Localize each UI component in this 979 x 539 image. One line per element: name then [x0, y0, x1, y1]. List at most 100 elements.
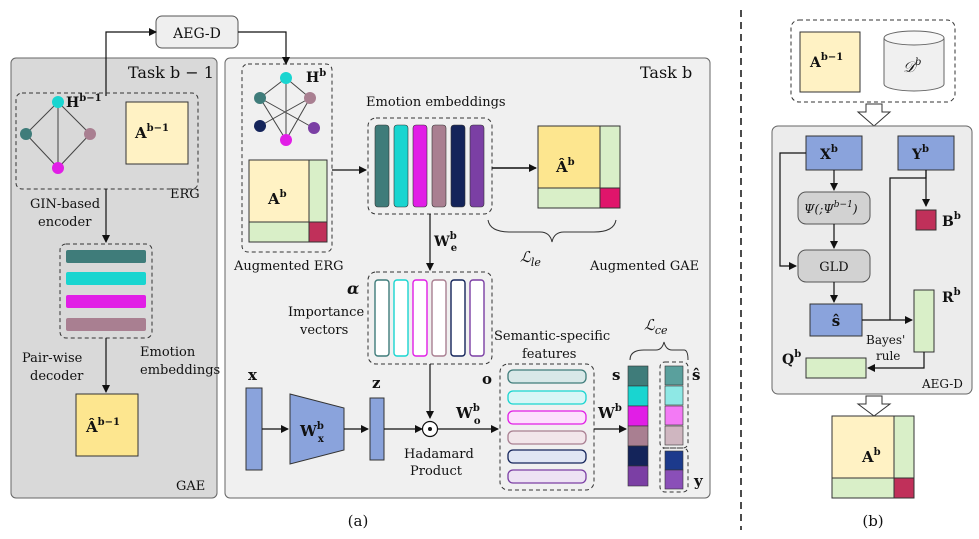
ahat-cur-corner: [599, 187, 621, 209]
a-out-side: [893, 415, 915, 479]
psi-label: Ψ(;Ψb−1): [804, 200, 858, 216]
s-hat-box: [659, 361, 689, 449]
yb-label: Yb: [911, 144, 929, 163]
l-le-label: ℒle: [520, 248, 541, 269]
importance-label-2: vectors: [299, 323, 348, 338]
s-hat-cell-cyan: [664, 385, 684, 406]
s-label: s: [612, 366, 620, 384]
aug-erg-graph: [254, 72, 320, 146]
s-cell-mauve: [627, 425, 649, 447]
alpha-label: α: [347, 279, 359, 298]
aeg-d-label: AEG-D: [921, 377, 963, 391]
dataset-label: 𝒟b: [903, 57, 921, 76]
aug-node-magenta: [280, 134, 292, 146]
emb-prev-bar-teal: [66, 250, 146, 263]
bb-label: Bb: [942, 211, 961, 230]
aug-node-teal: [254, 92, 266, 104]
z-vector: [369, 397, 385, 461]
y-box: [659, 447, 689, 493]
h-cur-label: Hb: [306, 68, 326, 86]
a-prev-matrix: [125, 101, 189, 165]
wb-label: Wb: [597, 403, 622, 422]
s-cell-purple: [627, 465, 649, 487]
gae-label: GAE: [176, 479, 205, 494]
ahat-cur-bottom: [537, 187, 601, 209]
sem-label-1: Semantic-specific: [494, 329, 610, 344]
line-yb-to-rb: [889, 170, 927, 320]
a-cur-label: Ab: [267, 189, 287, 208]
graph-node-cyan: [52, 96, 64, 108]
sem-bar-purple: [507, 469, 587, 484]
task-prev-label: Task b − 1: [128, 63, 214, 82]
emb-prev-bar-magenta: [66, 295, 146, 308]
bb-box: [915, 209, 937, 231]
aug-erg-box: [241, 63, 333, 253]
b-a-prev-matrix: [799, 31, 861, 93]
yb-box: [897, 135, 955, 171]
a-out-label: Ab: [861, 447, 881, 466]
shat-label: ŝ: [832, 312, 840, 330]
qb-label: Qb: [782, 349, 801, 368]
emo-emb-prev-label-2: embeddings: [140, 363, 220, 378]
z-label: z: [372, 374, 381, 392]
ahat-cur-label: Âb: [555, 157, 575, 176]
sem-bar-magenta: [507, 410, 587, 425]
aug-erg-label: Augmented ERG: [233, 259, 344, 274]
erg-label: ERG: [170, 187, 200, 202]
caption-a: (a): [348, 512, 369, 530]
s-cell-magenta: [627, 405, 649, 427]
task-cur-label: Task b: [640, 63, 692, 82]
importance-bar-teal: [374, 279, 390, 357]
erg-prev-graph: [20, 96, 96, 174]
a-cur-bottom: [248, 221, 310, 243]
gin-label-1: GIN-based: [30, 197, 100, 212]
sem-bar-teal: [507, 369, 587, 384]
arrow-from-aeg-d: [238, 31, 290, 65]
s-hat-cell-mauve: [664, 425, 684, 446]
emb-prev-bar-mauve: [66, 318, 146, 331]
wo-label: Wb o: [455, 403, 481, 427]
sem-box: [499, 363, 595, 491]
rb-label: Rb: [942, 287, 961, 306]
a-cur-side: [308, 159, 328, 223]
emb-cur-bar-magenta: [412, 124, 428, 208]
aeg-d-top-label: AEG-D: [172, 26, 221, 42]
emo-emb-prev-label-1: Emotion: [140, 345, 196, 360]
emb-cur-bar-purple: [469, 124, 485, 208]
importance-bar-mauve: [431, 279, 447, 357]
gld-label: GLD: [819, 260, 848, 275]
aug-node-cyan: [280, 72, 292, 84]
importance-bar-purple: [469, 279, 485, 357]
aug-node-mauve: [304, 92, 316, 104]
aug-node-purple: [308, 122, 320, 134]
lle-brace: [487, 219, 617, 243]
y-label: y: [693, 472, 704, 490]
h-prev-label: Hb−1: [66, 93, 102, 111]
emb-prev-bar-cyan: [66, 272, 146, 285]
arrow-xb-to-gld: [779, 152, 806, 270]
emb-cur-bar-cyan: [393, 124, 409, 208]
importance-bar-magenta: [412, 279, 428, 357]
a-out-bottom: [831, 477, 895, 499]
qb-box: [805, 357, 867, 379]
sem-bar-navy: [507, 449, 587, 464]
importance-label-1: Importance: [288, 305, 364, 320]
importance-bar-navy: [450, 279, 466, 357]
s-cell-cyan: [627, 385, 649, 407]
ahat-prev-matrix: [75, 393, 139, 457]
emb-cur-bar-navy: [450, 124, 466, 208]
bayes-label-2: rule: [876, 349, 900, 363]
x-vector: [245, 387, 263, 471]
s-hat-cell-teal: [664, 365, 684, 386]
a-out-corner: [893, 477, 915, 499]
s-hat-cell-magenta: [664, 405, 684, 426]
arrow-rb-to-qb: [867, 352, 925, 372]
s-cell-teal: [627, 365, 649, 387]
ahat-prev-label: Âb−1: [85, 417, 120, 436]
b-down-arrow-1: [856, 103, 892, 127]
lce-brace: [629, 341, 689, 361]
a-cur-corner: [308, 221, 328, 243]
ahat-cur-side: [599, 125, 621, 189]
sem-bar-mauve: [507, 430, 587, 445]
pairwise-label-1: Pair-wise: [22, 351, 83, 366]
